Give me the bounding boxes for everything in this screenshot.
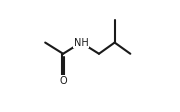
Text: NH: NH <box>74 38 88 48</box>
Text: O: O <box>59 76 67 86</box>
